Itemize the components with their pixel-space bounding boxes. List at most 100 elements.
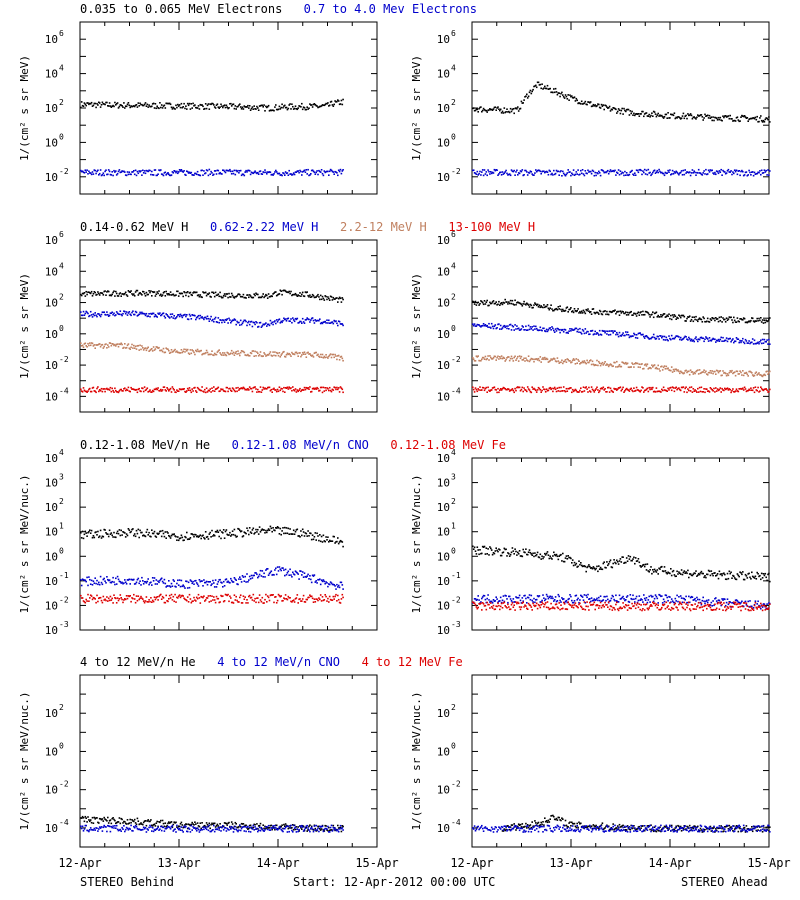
data-point [160,598,163,600]
data-point [580,310,583,313]
data-point [544,358,547,361]
data-point [232,103,235,105]
data-point [323,580,326,583]
data-point [688,338,691,340]
data-point [709,339,712,342]
data-point [566,358,569,360]
data-point [722,115,724,117]
data-point [239,293,241,296]
data-point [281,352,283,355]
data-point [744,321,747,324]
data-point [624,170,626,173]
data-point [524,96,526,98]
data-point [562,310,565,312]
data-point [222,586,224,588]
data-point [213,534,215,536]
data-point [746,342,749,344]
data-point [288,104,290,106]
data-point [320,386,323,389]
data-point [331,353,334,356]
data-point [696,391,698,393]
data-point [623,391,625,393]
data-point [207,317,210,320]
data-point [750,387,752,389]
data-point [256,597,258,599]
data-point [283,350,285,353]
data-point [493,302,496,305]
data-point [239,319,242,322]
data-point [177,584,180,586]
data-point [201,596,203,598]
data-point [265,322,267,324]
data-point [544,356,546,359]
data-point [271,594,273,596]
data-point [751,341,753,344]
data-point [666,390,668,392]
data-point [292,573,295,575]
data-point [571,328,573,330]
data-point [607,172,610,175]
data-point [251,172,254,174]
data-point [241,535,244,538]
data-point [184,173,186,176]
data-point [484,109,487,112]
data-point [88,530,90,533]
data-point [250,296,253,299]
data-point [267,323,270,326]
data-point [96,170,98,173]
data-point [627,108,630,111]
data-point [681,115,684,117]
data-point [632,314,634,316]
data-point [512,360,515,362]
data-point [628,336,631,339]
data-point [90,173,93,176]
data-point [257,173,260,175]
data-point [145,596,148,598]
data-point [506,108,508,110]
data-point [675,386,677,389]
data-point [123,310,125,312]
data-point [256,321,258,324]
data-point [670,366,673,368]
data-point [691,371,694,373]
data-point [92,104,95,107]
data-point [312,319,315,322]
data-point [179,170,182,172]
data-point [757,373,759,375]
data-point [505,388,507,391]
data-point [653,390,656,393]
data-point [248,527,251,529]
data-point [756,342,758,344]
data-point [651,364,653,366]
data-point [200,349,202,352]
data-point [84,295,87,297]
data-point [580,169,582,172]
y-tick-exponent: 4 [451,261,456,270]
data-point [625,361,627,364]
data-point [767,118,769,121]
data-point [284,526,286,529]
data-point [657,171,659,174]
data-point [221,321,223,324]
data-point [717,172,720,175]
data-point [91,387,94,389]
data-point [107,315,110,317]
data-point [256,531,258,533]
data-point [129,595,131,597]
data-point [500,112,503,114]
data-point [276,599,279,602]
data-point [524,169,526,172]
data-point [231,581,234,583]
data-point [631,389,633,392]
data-point [722,336,724,339]
data-point [717,371,720,374]
data-point [679,338,681,341]
data-point [275,527,278,529]
data-point [311,169,314,171]
data-point [161,389,164,391]
data-point [210,584,212,587]
data-point [217,531,220,533]
data-point [485,358,488,361]
data-point [743,174,746,176]
data-point [514,299,516,302]
